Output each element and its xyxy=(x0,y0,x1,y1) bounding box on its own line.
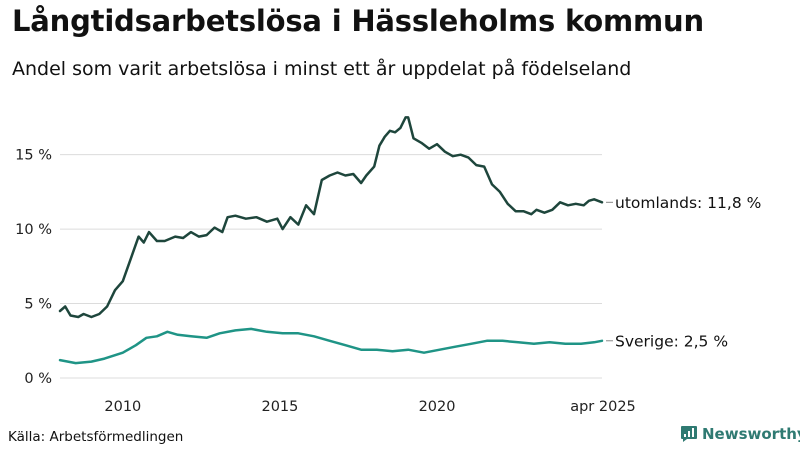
x-axis-tick-labels: 2010 2015 2020 apr 2025 xyxy=(104,399,635,415)
chart-title: Långtidsarbetslösa i Hässleholms kommun xyxy=(12,4,704,38)
brand-name: Newsworthy xyxy=(702,425,800,443)
y-axis-tick-labels: 0 % 5 % 10 % 15 % xyxy=(15,148,52,387)
x-tick-label: 2015 xyxy=(261,399,298,415)
chart-subtitle: Andel som varit arbetslösa i minst ett å… xyxy=(12,58,632,80)
x-tick-label: 2020 xyxy=(419,399,456,415)
series-end-labels: utomlands: 11,8 % Sverige: 2,5 % xyxy=(606,194,761,350)
y-tick-label: 0 % xyxy=(24,371,52,387)
series-end-label: Sverige: 2,5 % xyxy=(615,332,728,350)
brand[interactable]: Newsworthy xyxy=(680,425,800,443)
y-tick-label: 15 % xyxy=(15,148,52,164)
source-note: Källa: Arbetsförmedlingen xyxy=(8,429,184,445)
series-end-label: utomlands: 11,8 % xyxy=(615,194,761,212)
series-line-sverige xyxy=(58,327,604,365)
grid-lines xyxy=(60,154,602,379)
y-tick-label: 10 % xyxy=(15,222,52,238)
series-lines xyxy=(58,116,604,365)
newsworthy-logo-icon xyxy=(681,426,697,442)
x-tick-label: apr 2025 xyxy=(570,399,636,415)
series-line-utomlands xyxy=(58,116,604,319)
x-tick-label: 2010 xyxy=(104,399,141,415)
y-tick-label: 5 % xyxy=(24,297,52,313)
